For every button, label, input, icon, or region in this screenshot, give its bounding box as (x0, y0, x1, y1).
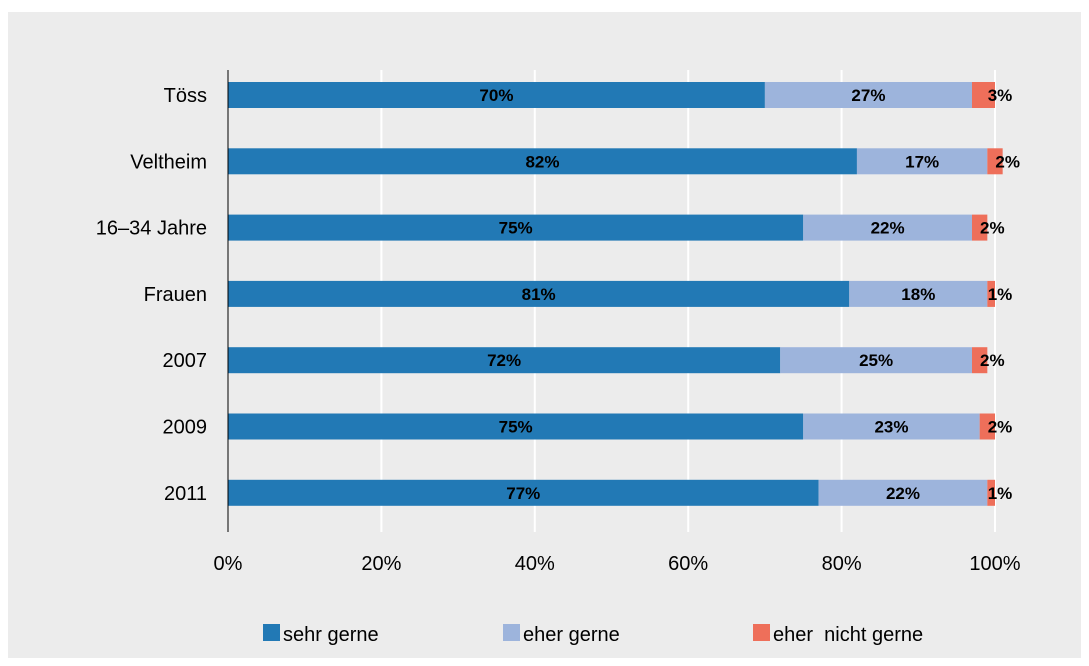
legend-swatch-eher-gerne (503, 624, 520, 641)
data-label: 77% (506, 484, 540, 503)
x-tick-label: 100% (969, 553, 1020, 575)
category-label: 2009 (163, 417, 208, 439)
x-tick-label: 80% (822, 553, 862, 575)
category-labels: Töss Veltheim 16–34 Jahre Frauen 2007 2009 201… (96, 85, 207, 505)
category-label: Veltheim (130, 151, 207, 173)
x-tick-label: 0% (214, 553, 243, 575)
legend-label: sehr gerne (283, 624, 379, 646)
stacked-bar-chart: Töss Veltheim 16–34 Jahre Frauen 2007 2009 201… (96, 70, 1021, 646)
x-tick-labels: 0% 20% 40% 60% 80% 100% (214, 553, 1021, 575)
bar-sehr-gerne (228, 214, 804, 241)
x-tick-label: 60% (668, 553, 708, 575)
data-label: 82% (525, 152, 559, 171)
legend-label: eher gerne (523, 624, 620, 646)
bar-eher-gerne (803, 413, 980, 440)
data-label: 18% (901, 285, 935, 304)
bars (228, 82, 1003, 506)
bar-eher-gerne (849, 280, 988, 307)
bar-eher-nicht-gerne (971, 82, 995, 108)
data-label: 2% (980, 351, 1005, 370)
bar-sehr-gerne (228, 82, 765, 108)
data-label: 75% (499, 219, 533, 238)
category-label: 16–34 Jahre (96, 218, 207, 240)
legend-swatch-eher-nicht-gerne (753, 624, 770, 641)
legend: sehr gerne eher gerne eher nicht gerne (263, 624, 923, 646)
chart-frame: Töss Veltheim 16–34 Jahre Frauen 2007 2009 201… (8, 12, 1081, 658)
x-tick-label: 20% (361, 553, 401, 575)
category-label: 2011 (164, 483, 207, 505)
bar-sehr-gerne (228, 148, 857, 175)
legend-label: eher nicht gerne (773, 624, 923, 646)
data-labels: 70% 27% 3% 82% 17% 2% 75% 22% 2% 81% 18% 1% 72% 25% 2%… (479, 86, 1020, 503)
bar-sehr-gerne (228, 280, 850, 307)
x-tick-label: 40% (515, 553, 555, 575)
data-label: 1% (988, 285, 1013, 304)
bar-eher-gerne (803, 214, 972, 241)
data-label: 22% (886, 484, 920, 503)
data-label: 2% (988, 418, 1013, 437)
data-label: 72% (487, 351, 521, 370)
data-label: 22% (871, 219, 905, 238)
data-label: 3% (988, 86, 1013, 105)
category-label: Frauen (144, 284, 207, 306)
category-label: Töss (164, 85, 207, 107)
data-label: 75% (499, 418, 533, 437)
bar-eher-nicht-gerne (979, 413, 995, 440)
bar-eher-nicht-gerne (971, 214, 988, 241)
bar-eher-nicht-gerne (987, 148, 1003, 175)
data-label: 25% (859, 351, 893, 370)
bar-eher-gerne (856, 148, 988, 175)
data-label: 1% (988, 484, 1013, 503)
legend-swatch-sehr-gerne (263, 624, 280, 641)
data-label: 17% (905, 152, 939, 171)
bar-eher-gerne (780, 347, 972, 374)
data-label: 81% (522, 285, 556, 304)
bar-eher-nicht-gerne (971, 347, 988, 374)
category-label: 2007 (163, 350, 208, 372)
bar-eher-nicht-gerne (987, 280, 995, 307)
data-label: 70% (479, 86, 513, 105)
bar-eher-nicht-gerne (987, 479, 995, 506)
data-label: 2% (995, 152, 1020, 171)
bar-eher-gerne (764, 82, 972, 108)
data-label: 23% (874, 418, 908, 437)
bar-sehr-gerne (228, 347, 781, 374)
bar-eher-gerne (818, 479, 988, 506)
data-label: 2% (980, 219, 1005, 238)
data-label: 27% (851, 86, 885, 105)
bar-sehr-gerne (228, 413, 804, 440)
bar-sehr-gerne (228, 479, 819, 506)
